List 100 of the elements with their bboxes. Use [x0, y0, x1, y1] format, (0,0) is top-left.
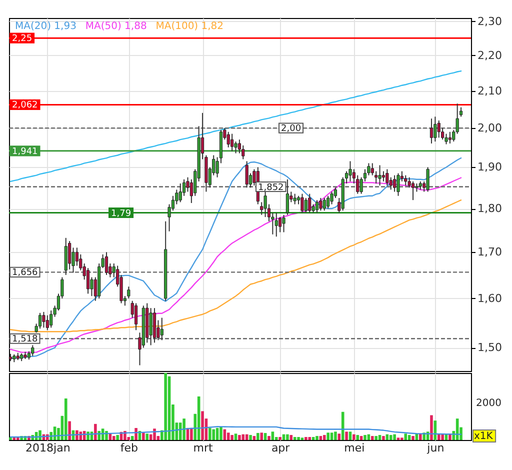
candlestick — [430, 118, 434, 144]
bar — [308, 436, 312, 440]
candlestick — [411, 180, 415, 201]
bar — [212, 429, 215, 440]
y-tick-label: 1,70 — [478, 246, 502, 259]
y-tick-label: 2,10 — [478, 84, 502, 98]
bar — [326, 432, 330, 440]
bar — [208, 428, 212, 440]
candlestick — [31, 344, 34, 356]
candlestick — [348, 160, 352, 182]
bar — [374, 436, 378, 440]
x-tick-label: mrt — [193, 442, 214, 454]
bar — [201, 411, 204, 440]
y-tick-label: 2,20 — [478, 48, 502, 62]
candlestick — [434, 116, 437, 142]
bar — [393, 434, 396, 440]
candlestick — [393, 174, 396, 192]
candlestick — [264, 191, 267, 218]
bar — [341, 412, 344, 440]
text: 2000 — [476, 398, 502, 409]
bar — [146, 434, 149, 440]
candlestick — [293, 193, 296, 205]
candlestick — [64, 237, 68, 276]
candlestick — [149, 308, 152, 346]
candlestick — [300, 193, 304, 214]
x-tick-label: apr — [271, 442, 290, 454]
bar — [230, 434, 234, 440]
bar — [330, 432, 334, 440]
ref-line-label: 1,656 — [12, 268, 38, 278]
bar — [268, 436, 270, 440]
ref-line-label: 1,518 — [12, 334, 38, 345]
bar — [249, 434, 252, 440]
y-tick-label: 2,30 — [478, 14, 502, 28]
bar — [9, 437, 12, 440]
candlestick — [42, 311, 46, 328]
bar — [316, 436, 318, 440]
candlestick — [426, 166, 430, 192]
candlestick — [404, 174, 408, 186]
bar — [404, 434, 408, 440]
bar — [260, 432, 264, 440]
candlestick — [282, 214, 286, 233]
bar — [348, 432, 352, 440]
candlestick — [322, 197, 326, 212]
bar — [356, 434, 360, 440]
candlestick — [330, 191, 334, 205]
bar — [338, 434, 341, 440]
bar — [64, 398, 68, 440]
bar — [116, 434, 119, 440]
bar — [142, 432, 145, 440]
x-tick-label: feb — [120, 442, 138, 454]
candlestick — [75, 247, 78, 266]
y-tick-label: 1,60 — [478, 292, 502, 305]
bar — [286, 434, 289, 440]
bar — [290, 434, 293, 440]
candlestick — [50, 310, 53, 328]
candlestick — [278, 216, 282, 233]
ref-line-label: 1,941 — [12, 146, 38, 157]
candlestick — [448, 131, 452, 144]
candlestick — [160, 317, 164, 341]
line-series — [10, 70, 462, 182]
candlestick — [386, 168, 389, 186]
bar — [322, 434, 326, 440]
bar — [382, 436, 385, 440]
bar — [271, 432, 274, 440]
candlestick — [178, 182, 182, 203]
candlestick — [104, 252, 108, 276]
bar — [190, 428, 193, 440]
x-tick-label: mei — [344, 442, 365, 454]
candlestick — [286, 178, 290, 216]
bar — [364, 434, 366, 440]
bar — [242, 434, 245, 440]
candlestick — [326, 195, 330, 210]
bar — [370, 436, 374, 440]
candlestick — [378, 164, 382, 186]
bar — [345, 432, 348, 440]
bar — [164, 373, 167, 440]
y-tick-label: 1,50 — [478, 341, 502, 354]
candlestick — [396, 172, 400, 196]
text: MA(20) 1,93 — [15, 21, 76, 32]
bar — [304, 436, 308, 440]
text: MA(50) 1,88 — [85, 21, 147, 32]
bar — [112, 436, 116, 440]
text: x1K — [474, 431, 494, 442]
candlestick — [245, 160, 248, 188]
bar — [182, 418, 186, 440]
candlestick — [226, 131, 230, 148]
bar — [220, 426, 222, 440]
candlestick — [274, 212, 278, 238]
candlestick — [308, 193, 312, 214]
candlestick — [315, 200, 319, 214]
y-tick-label: 1,90 — [478, 160, 502, 174]
candlestick — [319, 197, 322, 212]
bar — [389, 434, 392, 440]
bar — [437, 434, 440, 440]
bar — [238, 434, 241, 440]
ref-line-label: 1,852 — [258, 182, 284, 193]
bar — [94, 424, 97, 440]
ref-line-label: 2,062 — [12, 100, 38, 111]
bar — [278, 436, 282, 440]
y-tick-label: 2,00 — [478, 122, 502, 135]
